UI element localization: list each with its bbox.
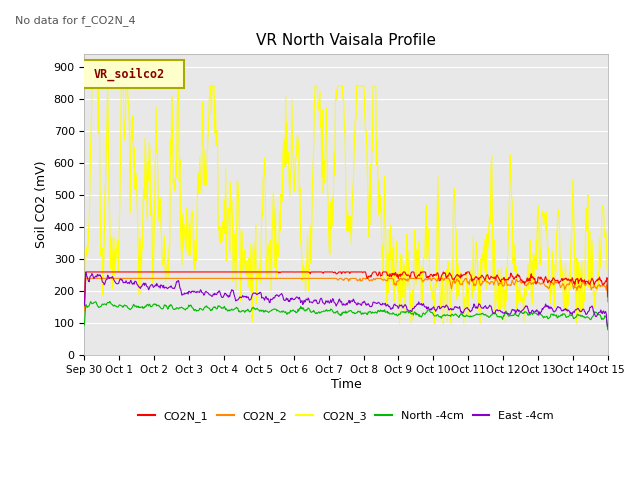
Text: VR_soilco2: VR_soilco2: [94, 68, 165, 81]
X-axis label: Time: Time: [331, 378, 362, 391]
Text: No data for f_CO2N_4: No data for f_CO2N_4: [15, 15, 136, 26]
FancyBboxPatch shape: [82, 60, 184, 88]
Legend: CO2N_1, CO2N_2, CO2N_3, North -4cm, East -4cm: CO2N_1, CO2N_2, CO2N_3, North -4cm, East…: [134, 406, 559, 426]
Y-axis label: Soil CO2 (mV): Soil CO2 (mV): [35, 161, 48, 248]
Title: VR North Vaisala Profile: VR North Vaisala Profile: [256, 33, 436, 48]
